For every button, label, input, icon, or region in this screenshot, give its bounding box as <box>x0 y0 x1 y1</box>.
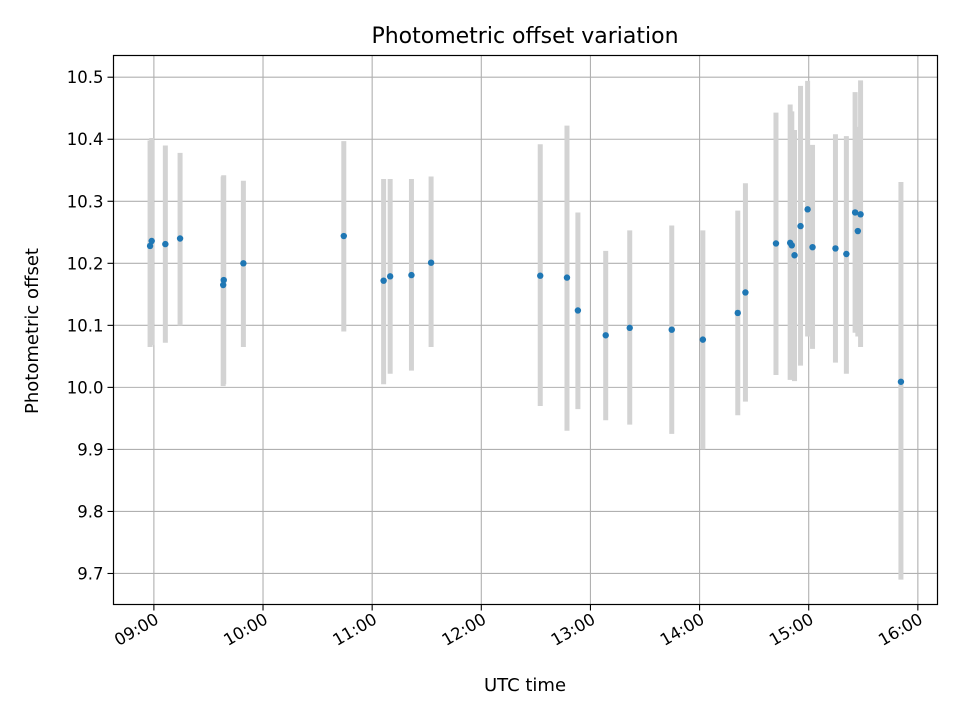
data-point <box>843 250 850 258</box>
data-point <box>340 232 347 240</box>
data-point <box>897 378 905 385</box>
y-tick-label: 10.4 <box>67 130 104 149</box>
data-point <box>427 259 435 266</box>
data-point <box>857 211 864 218</box>
data-point <box>220 276 227 284</box>
data-point <box>772 240 780 247</box>
data-point <box>742 289 749 296</box>
data-point <box>176 235 184 242</box>
data-points <box>146 206 905 385</box>
data-point <box>563 274 571 281</box>
data-point <box>626 324 633 332</box>
y-tick-label: 10.3 <box>67 192 104 211</box>
data-point <box>574 307 582 314</box>
data-point <box>854 227 862 235</box>
data-point <box>791 252 798 259</box>
y-tick-label: 10.1 <box>67 316 104 335</box>
data-point <box>162 240 169 248</box>
data-point <box>537 272 544 279</box>
y-tick-label: 10.2 <box>67 254 104 273</box>
y-tick-label: 10.5 <box>67 68 104 87</box>
y-tick-label: 9.9 <box>77 440 103 459</box>
y-tick-label: 9.7 <box>77 564 103 583</box>
data-point <box>797 222 804 230</box>
data-point <box>832 245 839 252</box>
data-point <box>851 209 859 216</box>
data-point <box>148 237 155 245</box>
grid <box>113 55 938 605</box>
chart-title: Photometric offset variation <box>371 24 678 49</box>
data-point <box>240 260 247 267</box>
y-axis-ticks: 9.7 9.8 9.9 10.0 10.1 10.2 10.3 10.4 10.5 <box>67 68 114 583</box>
data-point <box>734 309 741 317</box>
data-point <box>219 281 227 289</box>
data-point <box>809 243 816 251</box>
plot-frame <box>112 54 939 606</box>
data-point <box>146 242 154 250</box>
data-point <box>602 332 609 339</box>
data-point <box>804 206 811 213</box>
data-point <box>668 326 675 333</box>
data-point <box>380 277 387 284</box>
data-point <box>386 273 394 280</box>
data-point <box>408 271 415 279</box>
x-axis-label: UTC time <box>484 675 566 696</box>
data-point <box>788 242 795 249</box>
data-point <box>699 336 707 343</box>
y-tick-label: 9.8 <box>77 502 103 521</box>
y-tick-label: 10.0 <box>67 378 104 397</box>
y-axis-label: Photometric offset <box>22 248 43 414</box>
